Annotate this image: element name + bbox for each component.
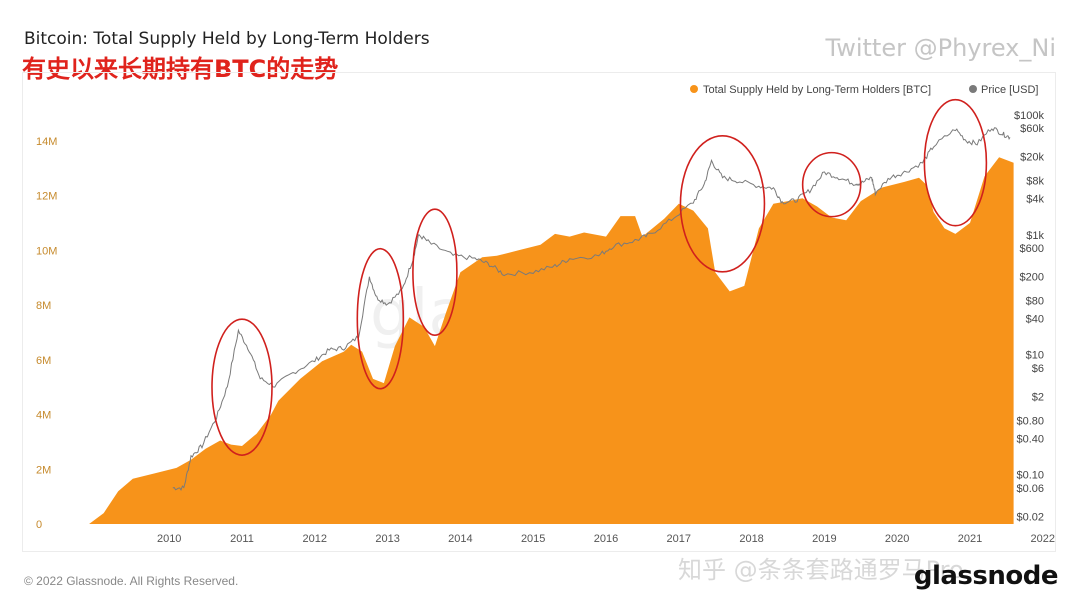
x-tick-label: 2015 — [521, 533, 545, 545]
x-tick-label: 2013 — [375, 533, 399, 545]
y-left-tick-label: 4M — [36, 410, 51, 422]
y-right-tick-label: $0.10 — [1016, 470, 1044, 482]
y-right-tick-label: $2 — [1032, 392, 1044, 404]
x-tick-label: 2012 — [303, 533, 327, 545]
y-right-tick-label: $10 — [1026, 350, 1044, 362]
y-left-tick-label: 2M — [36, 464, 51, 476]
zhihu-watermark: 知乎 @条条套路通罗马Pro — [678, 556, 964, 584]
y-right-tick-label: $0.02 — [1016, 512, 1044, 524]
x-tick-label: 2020 — [885, 533, 909, 545]
y-right-tick-label: $80 — [1026, 296, 1044, 308]
price-line — [172, 127, 1011, 492]
y-right-tick-label: $8k — [1026, 176, 1044, 188]
x-tick-label: 2019 — [812, 533, 836, 545]
x-tick-label: 2010 — [157, 533, 181, 545]
x-tick-label: 2016 — [594, 533, 618, 545]
y-right-tick-label: $600 — [1020, 243, 1044, 255]
y-right-tick-label: $60k — [1020, 123, 1044, 135]
x-tick-label: 2021 — [958, 533, 982, 545]
highlight-circle — [801, 151, 862, 218]
glassnode-logo: glassnode — [913, 561, 1059, 591]
y-right-tick-label: $6 — [1032, 363, 1044, 375]
supply-area — [89, 157, 1014, 525]
chart-frame — [22, 72, 1056, 552]
y-left-tick-label: 6M — [36, 355, 51, 367]
copyright: © 2022 Glassnode. All Rights Reserved. — [24, 574, 239, 588]
y-right-tick-label: $40 — [1026, 314, 1044, 326]
y-right-tick-label: $0.80 — [1016, 415, 1044, 427]
y-right-tick-label: $100k — [1014, 110, 1044, 122]
highlight-circle — [679, 134, 766, 273]
y-left-tick-label: 8M — [36, 300, 51, 312]
y-left-tick-label: 0 — [36, 519, 42, 531]
legend-swatch-supply — [690, 85, 698, 93]
highlight-circle — [211, 318, 273, 456]
author-credit: Twitter @Phyrex_Ni — [825, 34, 1056, 62]
x-tick-label: 2022 — [1031, 533, 1055, 545]
x-tick-label: 2017 — [667, 533, 691, 545]
legend-label-supply: Total Supply Held by Long-Term Holders [… — [703, 84, 931, 96]
y-right-tick-label: $200 — [1020, 272, 1044, 284]
y-left-tick-label: 14M — [36, 136, 57, 148]
chart-legend: Total Supply Held by Long-Term Holders [… — [690, 84, 1038, 96]
legend-label-price: Price [USD] — [981, 84, 1038, 96]
y-left-tick-label: 12M — [36, 191, 57, 203]
y-right-tick-label: $0.40 — [1016, 433, 1044, 445]
chart-title: Bitcoin: Total Supply Held by Long-Term … — [24, 29, 430, 49]
y-right-tick-label: $20k — [1020, 152, 1044, 164]
highlight-circle — [412, 208, 458, 337]
y-right-tick-label: $4k — [1026, 194, 1044, 206]
highlight-circle — [923, 98, 988, 227]
chart-subtitle: 有史以来长期持有BTC的走势 — [22, 55, 339, 83]
x-tick-label: 2011 — [230, 533, 254, 545]
y-right-tick-label: $0.06 — [1016, 483, 1044, 495]
legend-swatch-price — [969, 85, 977, 93]
x-tick-label: 2018 — [739, 533, 763, 545]
highlight-circle — [356, 247, 405, 390]
y-right-tick-label: $1k — [1026, 230, 1044, 242]
x-tick-label: 2014 — [448, 533, 472, 545]
y-left-tick-label: 10M — [36, 245, 57, 257]
